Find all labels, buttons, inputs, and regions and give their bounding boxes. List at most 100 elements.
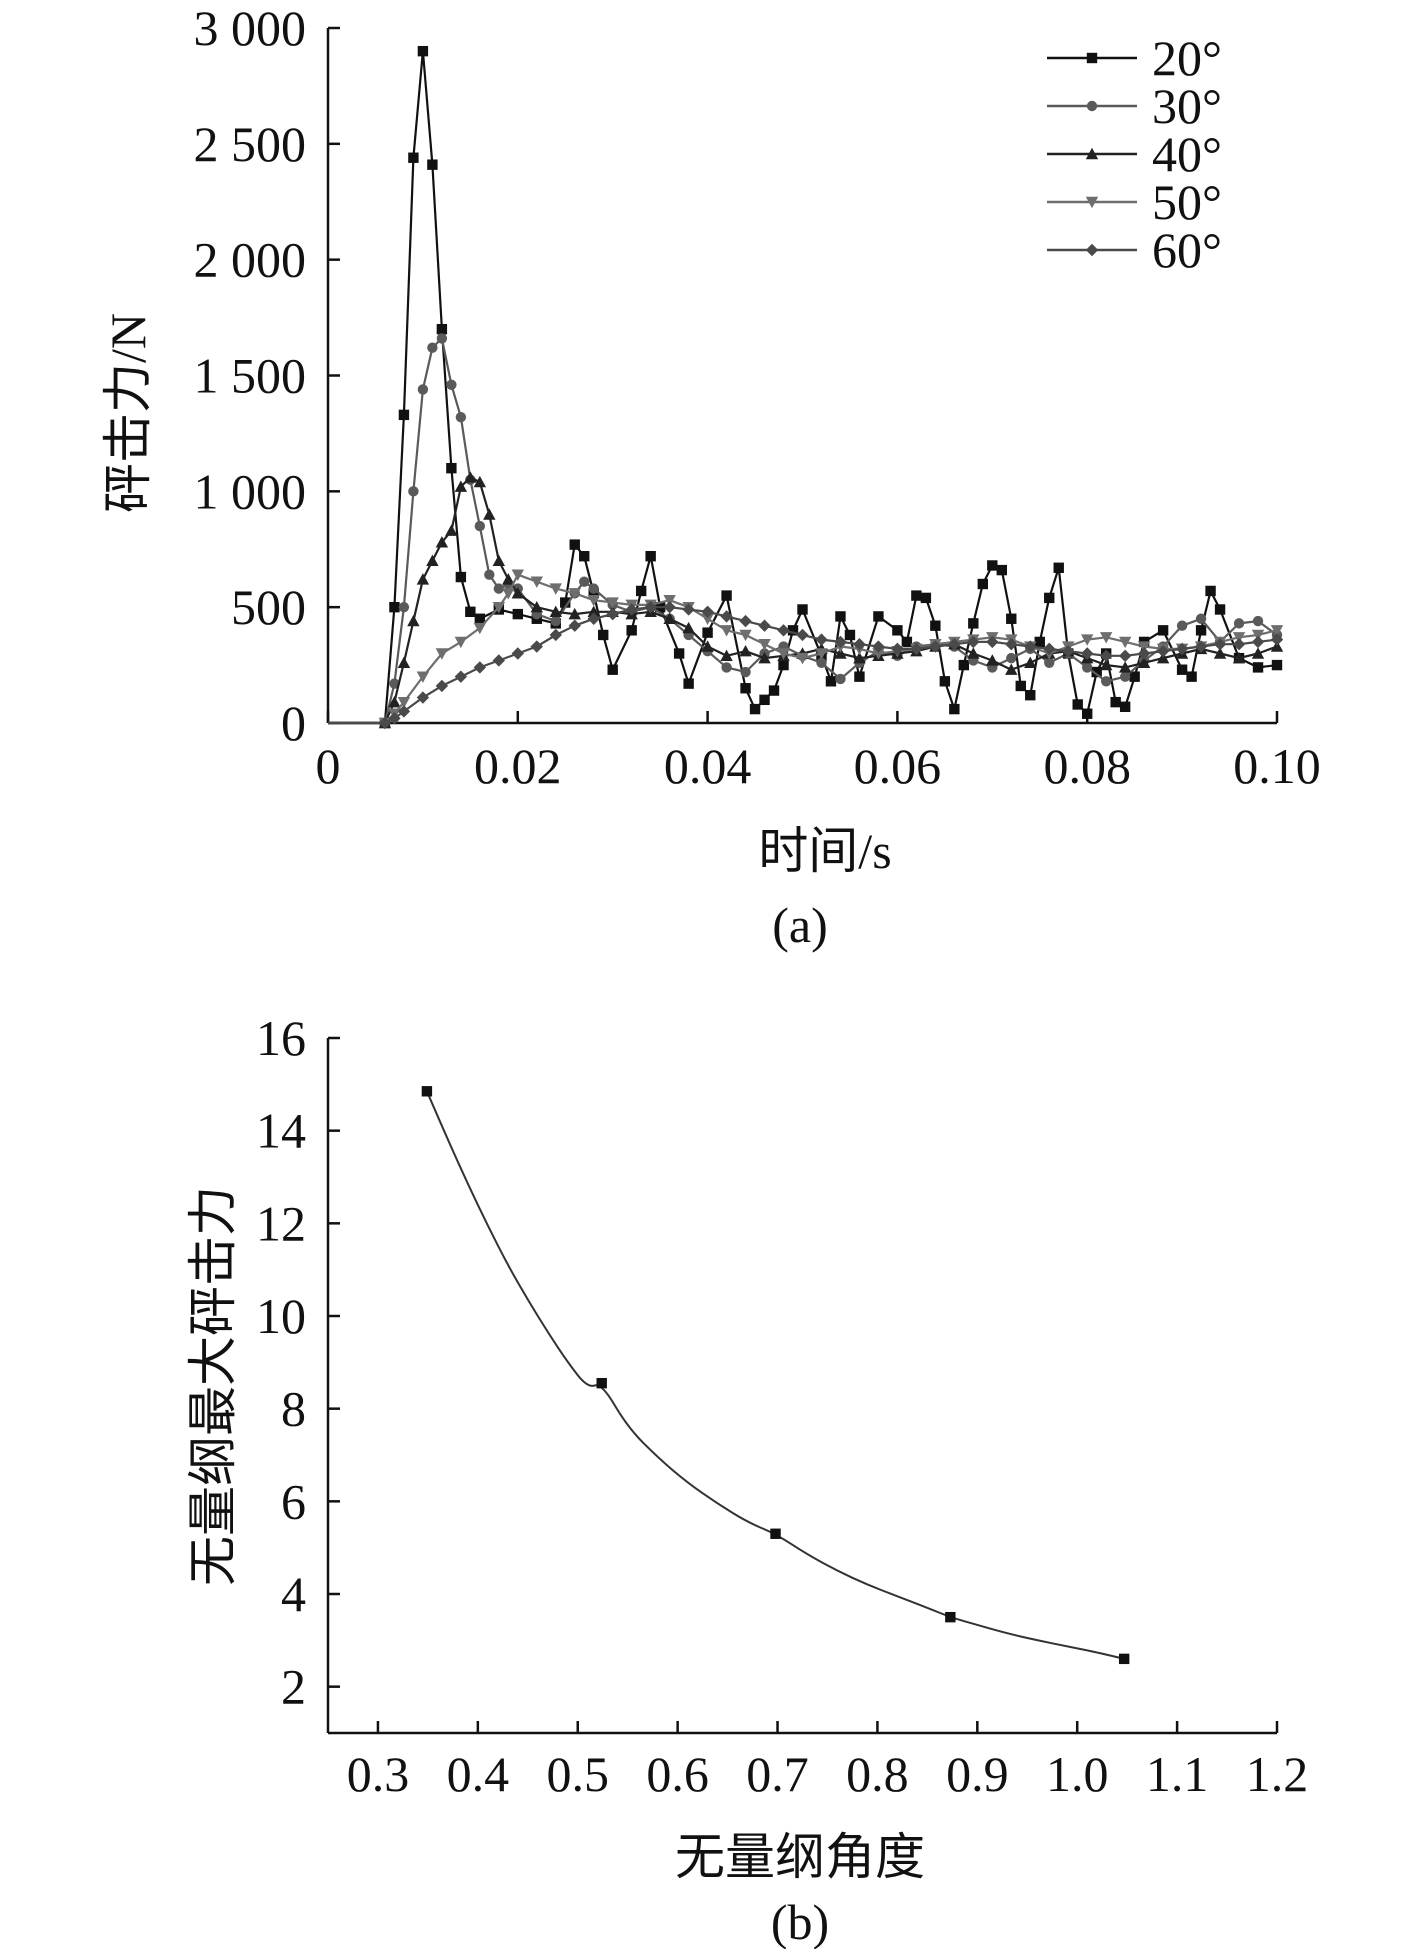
chart-b-x-tick-label: 0.6 — [646, 1746, 709, 1802]
series-point-0 — [1252, 662, 1264, 673]
series-point-1 — [474, 520, 486, 532]
series-point-2 — [483, 508, 496, 520]
chart-b-x-tick-label: 1.0 — [1046, 1746, 1109, 1802]
data-point-0 — [596, 1377, 607, 1389]
series-point-0 — [873, 611, 884, 622]
legend-marker-1 — [1086, 100, 1098, 112]
chart-a-x-tick-label: 0.04 — [664, 738, 752, 794]
chart-b-x-tick-label: 1.2 — [1246, 1746, 1309, 1802]
series-point-3 — [502, 588, 515, 600]
series-point-0 — [768, 685, 780, 696]
series-point-0 — [560, 597, 571, 608]
series-point-2 — [511, 587, 524, 599]
series-point-0 — [749, 703, 761, 715]
series-point-0 — [854, 671, 865, 682]
series-point-3 — [1081, 634, 1094, 646]
series-point-4 — [511, 647, 524, 660]
series-point-0 — [740, 683, 751, 694]
series-point-3 — [530, 576, 543, 588]
series-point-2 — [1251, 647, 1265, 659]
series-point-4 — [1005, 638, 1018, 651]
series-point-3 — [1251, 629, 1265, 642]
series-point-1 — [835, 673, 846, 685]
series-point-0 — [939, 676, 951, 687]
series-point-1 — [1119, 671, 1131, 682]
series-point-4 — [948, 638, 961, 651]
series-point-1 — [1006, 652, 1017, 664]
panel-label-b: (b) — [771, 1894, 829, 1949]
series-point-3 — [1099, 632, 1113, 644]
series-point-1 — [389, 678, 400, 689]
series-point-1 — [550, 615, 561, 627]
chart-a-y-tick-label: 2 000 — [194, 232, 307, 288]
legend-label-1: 30° — [1152, 78, 1222, 134]
series-point-4 — [967, 635, 980, 649]
series-line-0 — [328, 50, 1278, 725]
series-point-2 — [464, 471, 477, 483]
series-point-4 — [739, 614, 752, 628]
series-point-3 — [720, 625, 733, 637]
series-point-2 — [1118, 661, 1132, 673]
series-point-3 — [1137, 641, 1151, 653]
series-point-4 — [435, 679, 449, 693]
series-point-3 — [1232, 632, 1246, 644]
chart-b-y-tick-label: 16 — [256, 1010, 306, 1066]
series-point-0 — [569, 539, 580, 550]
series-point-3 — [758, 639, 771, 651]
series-point-3 — [397, 696, 411, 709]
chart-a-x-tick-label: 0.10 — [1233, 738, 1321, 794]
series-point-0 — [446, 462, 457, 474]
series-point-4 — [929, 640, 942, 653]
series-point-0 — [1129, 671, 1140, 682]
series-point-4 — [644, 600, 657, 614]
series-point-3 — [663, 595, 676, 607]
series-point-2 — [967, 647, 980, 659]
series-point-0 — [911, 590, 922, 601]
chart-panel-b: 0.3 0.4 0.5 0.6 0.7 0.8 0.9 1.0 1.1 1.2 2 4 6 8 10 12 14… — [185, 1010, 1308, 1949]
series-point-2 — [1137, 656, 1151, 668]
series-point-4 — [701, 605, 714, 618]
chart-a-x-tick-label: 0.08 — [1043, 738, 1131, 794]
series-point-1 — [417, 384, 429, 395]
series-point-0 — [787, 625, 799, 636]
series-point-3 — [416, 671, 430, 683]
legend-label-0: 20° — [1152, 30, 1222, 86]
series-point-3 — [454, 636, 468, 649]
series-point-4 — [872, 640, 885, 653]
chart-b-xlabel: 无量纲角度 — [675, 1829, 925, 1885]
series-point-4 — [1137, 647, 1151, 660]
series-point-2 — [682, 621, 695, 634]
series-point-3 — [492, 601, 506, 614]
series-point-3 — [587, 595, 600, 607]
series-point-1 — [1195, 613, 1207, 624]
series-point-4 — [568, 619, 581, 632]
series-point-0 — [1214, 604, 1226, 615]
series-point-0 — [987, 560, 998, 571]
series-point-3 — [549, 583, 562, 595]
series-point-4 — [416, 691, 430, 704]
chart-a-y-tick-label: 0 — [281, 695, 306, 751]
series-point-4 — [986, 635, 999, 649]
series-point-2 — [568, 607, 581, 620]
series-point-0 — [721, 590, 732, 601]
series-point-0 — [1110, 696, 1121, 708]
series-point-0 — [436, 323, 448, 335]
chart-panel-a: 0 0.02 0.04 0.06 0.08 0.10 0 500 1 000 1 500 2 000… — [100, 0, 1321, 953]
series-point-3 — [739, 629, 752, 642]
legend-label-3: 50° — [1152, 174, 1222, 230]
series-point-4 — [1043, 642, 1056, 656]
series-point-1 — [436, 333, 448, 344]
series-point-0 — [1034, 636, 1045, 648]
panel-label-a: (a) — [772, 897, 828, 953]
series-point-2 — [426, 554, 439, 567]
series-point-0 — [417, 45, 429, 57]
series-point-0 — [702, 627, 713, 638]
series-point-2 — [445, 524, 458, 536]
series-point-0 — [645, 551, 656, 562]
chart-b-y-tick-label: 8 — [281, 1381, 306, 1437]
series-point-4 — [663, 600, 676, 614]
data-point-0 — [770, 1528, 781, 1539]
series-point-2 — [530, 600, 543, 613]
series-point-0 — [949, 703, 960, 715]
series-point-2 — [388, 695, 401, 708]
